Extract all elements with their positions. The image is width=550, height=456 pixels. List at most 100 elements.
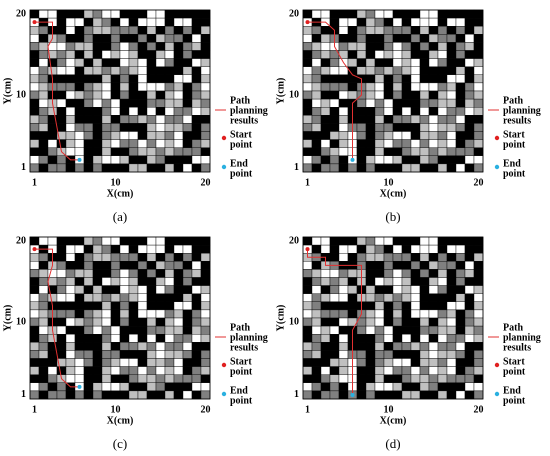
grid-cell [155, 17, 166, 27]
grid-cell [428, 9, 439, 19]
grid-cell [38, 131, 49, 140]
grid-cell [146, 269, 157, 278]
grid-cell [302, 9, 313, 19]
grid-cell [338, 269, 349, 278]
grid-cell [365, 317, 376, 327]
grid-cell [365, 285, 376, 294]
start-marker [32, 20, 37, 25]
y-tick-label: 1 [21, 162, 26, 173]
grid-cell [164, 382, 175, 392]
grid-cell [347, 252, 358, 262]
grid-cell [56, 334, 67, 343]
grid-cell [374, 334, 385, 343]
grid-cell [455, 325, 466, 335]
grid-cell [164, 261, 175, 270]
grid-cell [101, 244, 112, 254]
grid-cell [200, 163, 211, 173]
grid-cell [164, 106, 175, 116]
grid-cell [455, 350, 466, 359]
grid-cell [383, 74, 394, 84]
grid-cell [320, 301, 331, 311]
grid-cell [101, 34, 112, 43]
grid-cell [128, 50, 139, 59]
grid-cell [128, 26, 139, 35]
grid-cell [155, 147, 166, 156]
grid-cell [347, 58, 358, 67]
planned-path [34, 21, 80, 161]
grid-cell [200, 74, 211, 84]
grid-cell [320, 269, 331, 278]
grid-cell [119, 342, 130, 351]
grid-cell [182, 366, 193, 375]
grid-cell [392, 269, 403, 278]
grid-cell [320, 244, 331, 254]
grid-cell [338, 17, 349, 27]
grid-cell [128, 34, 139, 43]
grid-cell [29, 50, 40, 59]
grid-cell [182, 390, 193, 400]
grid-cell [464, 334, 475, 343]
grid-cell [83, 123, 94, 132]
grid-cell [128, 66, 139, 75]
grid-cell [182, 342, 193, 351]
grid-cell [311, 163, 322, 173]
grid-cell [329, 17, 340, 27]
grid-cell [473, 252, 484, 262]
grid-cell [419, 163, 430, 173]
grid-cell [47, 9, 58, 19]
grid-cell [446, 285, 457, 294]
grid-cell [401, 244, 412, 254]
grid-cell [74, 115, 85, 124]
grid-cell [29, 115, 40, 124]
grid-cell [446, 252, 457, 262]
planned-path [34, 248, 80, 388]
grid-cell [383, 147, 394, 156]
grid-cell [56, 42, 67, 51]
grid-cell [29, 74, 40, 84]
grid-cell [392, 309, 403, 319]
grid-cell [374, 277, 385, 286]
grid-cell [338, 163, 349, 173]
grid-cell [74, 58, 85, 67]
grid-cell [74, 358, 85, 367]
grid-cell [428, 123, 439, 132]
grid-cell [173, 285, 184, 294]
grid-cell [473, 325, 484, 335]
grid-cell [92, 236, 103, 246]
grid-cell [74, 374, 85, 384]
y-tick-label: 10 [16, 89, 26, 100]
grid-cell [83, 131, 94, 140]
legend-label: point [503, 168, 526, 179]
grid-cell [101, 374, 112, 384]
grid-cell [419, 66, 430, 75]
grid-cell [92, 350, 103, 359]
grid-cell [200, 342, 211, 351]
grid-cell [401, 301, 412, 311]
grid-cell [110, 26, 121, 35]
grid-cell [92, 34, 103, 43]
grid-cell [392, 17, 403, 27]
grid-cell [428, 163, 439, 173]
grid-cell [374, 131, 385, 140]
grid-cell [182, 58, 193, 67]
grid-cell [200, 244, 211, 254]
grid-cell [92, 123, 103, 132]
grid-cell [365, 277, 376, 286]
grid-cell [191, 147, 202, 156]
grid-cell [383, 342, 394, 351]
grid-cell [182, 309, 193, 319]
grid-cell [74, 9, 85, 19]
grid-cell [29, 123, 40, 132]
grid-cell [173, 366, 184, 375]
grid-cell [119, 131, 130, 140]
grid-cell [374, 9, 385, 19]
grid-cell [182, 9, 193, 19]
grid-cell [65, 325, 76, 335]
grid-cell [65, 139, 76, 148]
grid-cell [302, 342, 313, 351]
grid-cell [464, 90, 475, 100]
grid-cell [200, 34, 211, 43]
grid-cell [383, 325, 394, 335]
grid-cell [356, 42, 367, 51]
legend-start-swatch [494, 362, 500, 368]
